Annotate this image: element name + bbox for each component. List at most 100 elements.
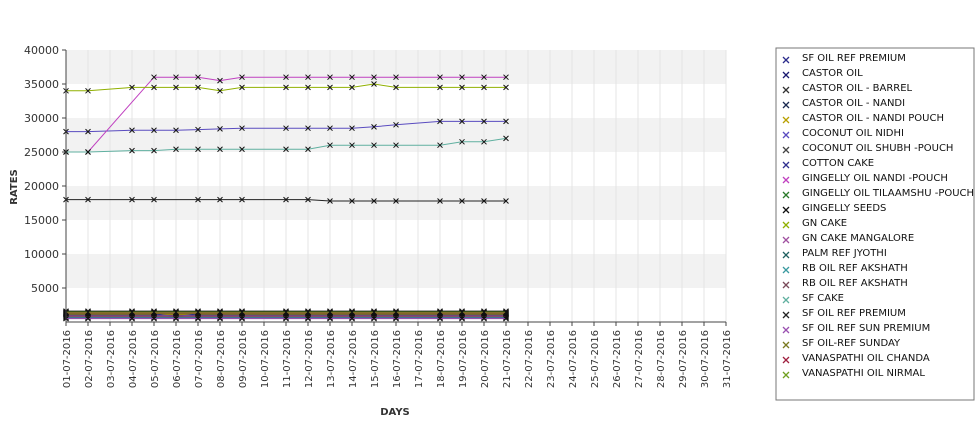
series — [63, 309, 509, 315]
data-point-marker — [305, 309, 311, 315]
data-point-marker — [437, 309, 443, 315]
data-point-marker — [151, 127, 157, 134]
data-point-marker — [85, 149, 91, 155]
data-point-marker — [437, 315, 443, 322]
x-tick-label: 10-07-2016 — [260, 330, 271, 388]
data-point-marker — [349, 198, 355, 204]
data-point-marker — [151, 309, 157, 315]
data-point-marker — [217, 77, 223, 84]
data-point-marker — [503, 135, 509, 142]
data-point-marker — [393, 74, 399, 81]
data-point-marker — [85, 309, 91, 315]
legend-item: CASTOR OIL - NANDI POUCH — [782, 113, 944, 124]
series-line — [66, 120, 506, 133]
data-point-marker — [173, 127, 179, 134]
x-tick-label: 05-07-2016 — [150, 330, 161, 388]
legend-label: VANASPATHI OIL NIRMAL — [802, 368, 925, 379]
data-point-marker — [393, 309, 399, 315]
data-point-marker — [371, 142, 377, 149]
data-point-marker — [173, 309, 179, 315]
legend-marker-icon — [782, 116, 790, 124]
data-point-marker — [503, 309, 509, 315]
data-point-marker — [371, 81, 377, 87]
series — [63, 135, 509, 155]
data-point-marker — [217, 87, 223, 94]
legend-marker-icon — [782, 281, 790, 289]
data-point-marker — [437, 198, 443, 204]
data-point-marker — [327, 142, 333, 149]
legend-item: COTTON CAKE — [782, 158, 874, 169]
legend-item: GINGELLY OIL NANDI -POUCH — [782, 173, 948, 184]
legend-label: GINGELLY OIL NANDI -POUCH — [802, 173, 948, 184]
legend-marker-icon — [782, 56, 790, 64]
data-point-marker — [393, 121, 399, 128]
data-point-marker — [481, 198, 487, 204]
legend-label: GINGELLY SEEDS — [802, 203, 886, 214]
data-point-marker — [129, 309, 135, 315]
data-point-marker — [459, 309, 465, 315]
data-point-marker — [283, 125, 289, 132]
data-point-marker — [481, 138, 487, 145]
legend-item: VANASPATHI OIL CHANDA — [782, 353, 930, 364]
y-tick-label: 20000 — [24, 180, 59, 193]
data-point-marker — [327, 125, 333, 132]
data-point-marker — [393, 315, 399, 322]
data-point-marker — [459, 198, 465, 204]
data-point-marker — [173, 315, 179, 322]
data-point-marker — [437, 118, 443, 125]
data-point-marker — [371, 198, 377, 204]
data-point-marker — [239, 125, 245, 132]
x-tick-label: 13-07-2016 — [326, 330, 337, 388]
data-point-marker — [305, 315, 311, 322]
data-point-marker — [349, 125, 355, 132]
x-axis-title: DAYS — [380, 407, 410, 418]
data-point-marker — [481, 74, 487, 81]
legend-item: COCONUT OIL SHUBH -POUCH — [782, 143, 953, 154]
data-point-marker — [239, 196, 245, 203]
data-point-marker — [239, 74, 245, 81]
legend-item: GINGELLY SEEDS — [782, 203, 886, 214]
legend-box — [775, 47, 975, 401]
legend-item: CASTOR OIL — [782, 68, 863, 79]
y-tick-label: 5000 — [31, 282, 59, 295]
data-point-marker — [283, 84, 289, 91]
data-point-marker — [327, 315, 333, 322]
y-tick-label: 15000 — [24, 214, 59, 227]
data-point-marker — [327, 309, 333, 315]
legend-label: SF OIL-REF SUNDAY — [802, 338, 901, 349]
data-point-marker — [371, 74, 377, 81]
legend-marker-icon — [782, 311, 790, 319]
x-tick-label: 27-07-2016 — [634, 330, 645, 388]
data-point-marker — [371, 309, 377, 315]
legend-marker-icon — [782, 266, 790, 274]
data-point-marker — [195, 146, 201, 153]
legend-marker-icon — [782, 251, 790, 259]
legend-label: SF CAKE — [802, 293, 844, 304]
data-point-marker — [195, 196, 201, 203]
legend-marker-icon — [782, 326, 790, 334]
legend-label: CASTOR OIL - NANDI — [802, 98, 905, 109]
data-point-marker — [393, 198, 399, 204]
data-point-marker — [481, 84, 487, 91]
x-tick-label: 16-07-2016 — [392, 330, 403, 388]
legend-label: GN CAKE — [802, 218, 847, 229]
x-tick-label: 24-07-2016 — [568, 330, 579, 388]
data-point-marker — [217, 309, 223, 315]
data-point-marker — [195, 126, 201, 133]
data-point-marker — [459, 138, 465, 145]
legend-item: GN CAKE — [782, 218, 847, 229]
x-tick-label: 18-07-2016 — [436, 330, 447, 388]
legend-marker-icon — [782, 236, 790, 244]
data-point-marker — [305, 146, 311, 153]
data-point-marker — [305, 196, 311, 203]
data-point-marker — [239, 146, 245, 153]
data-point-marker — [503, 315, 509, 322]
y-axis-title: RATES — [9, 169, 20, 205]
data-point-marker — [239, 309, 245, 315]
legend-item: SF OIL REF SUN PREMIUM — [782, 323, 930, 334]
data-point-marker — [217, 146, 223, 153]
data-point-marker — [459, 315, 465, 322]
x-tick-label: 01-07-2016 — [62, 330, 73, 388]
data-point-marker — [283, 146, 289, 153]
series — [63, 81, 509, 94]
